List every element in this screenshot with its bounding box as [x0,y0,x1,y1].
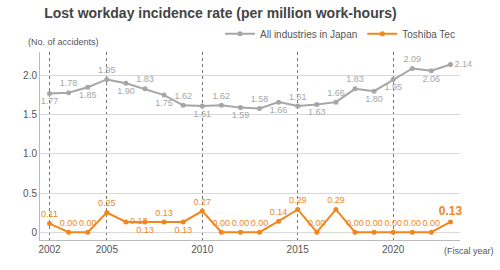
svg-text:1.0: 1.0 [23,148,37,159]
svg-text:1.61: 1.61 [194,109,212,119]
svg-text:2010: 2010 [191,244,214,255]
svg-text:0.13: 0.13 [155,208,173,218]
svg-text:2.06: 2.06 [423,74,441,84]
svg-text:1.61: 1.61 [289,92,307,102]
svg-text:1.66: 1.66 [327,88,345,98]
svg-text:0.00: 0.00 [365,218,383,228]
svg-text:1.90: 1.90 [117,86,135,96]
svg-text:1.66: 1.66 [270,105,288,115]
svg-text:0.5: 0.5 [23,188,37,199]
svg-text:1.77: 1.77 [41,96,59,106]
svg-text:0.00: 0.00 [346,218,364,228]
svg-text:0.27: 0.27 [194,197,212,207]
svg-text:0.11: 0.11 [41,209,58,219]
svg-text:0.13: 0.13 [439,204,463,218]
svg-text:Toshiba Tec: Toshiba Tec [402,29,455,40]
svg-text:0.00: 0.00 [232,218,250,228]
svg-text:2020: 2020 [382,244,405,255]
svg-text:0.29: 0.29 [327,195,345,205]
svg-text:Lost workday incidence rate (p: Lost workday incidence rate (per million… [44,5,396,21]
svg-text:1.95: 1.95 [384,82,402,92]
svg-text:0.14: 0.14 [270,207,288,217]
svg-text:0.00: 0.00 [213,218,231,228]
svg-text:0.00: 0.00 [79,218,97,228]
svg-text:0.00: 0.00 [251,218,269,228]
svg-text:2.14: 2.14 [455,59,473,69]
svg-text:1.83: 1.83 [346,74,364,84]
svg-text:1.95: 1.95 [98,65,116,75]
svg-text:1.62: 1.62 [174,91,192,101]
svg-text:0.00: 0.00 [308,218,326,228]
svg-text:2.0: 2.0 [23,70,37,81]
svg-text:1.83: 1.83 [136,74,154,84]
svg-text:(No. of accidents): (No. of accidents) [28,37,99,47]
svg-text:(Fiscal year): (Fiscal year) [444,246,494,256]
svg-text:2002: 2002 [38,244,61,255]
svg-text:1.78: 1.78 [60,78,78,88]
svg-text:1.85: 1.85 [79,90,97,100]
svg-text:2015: 2015 [287,244,310,255]
svg-text:All industries in Japan: All industries in Japan [260,29,357,40]
svg-text:0: 0 [31,227,37,238]
svg-text:0.00: 0.00 [384,218,402,228]
svg-text:2005: 2005 [96,244,119,255]
svg-text:0.00: 0.00 [423,218,441,228]
svg-text:1.59: 1.59 [232,110,250,120]
svg-text:1.75: 1.75 [155,98,173,108]
svg-text:0.29: 0.29 [289,195,307,205]
svg-text:1.62: 1.62 [213,91,231,101]
svg-text:0.25: 0.25 [98,198,116,208]
svg-text:0.00: 0.00 [404,218,422,228]
svg-text:0.13: 0.13 [174,225,192,235]
svg-text:0.00: 0.00 [60,218,78,228]
svg-text:1.5: 1.5 [23,109,37,120]
svg-text:1.58: 1.58 [251,94,269,104]
svg-text:0.13: 0.13 [136,225,154,235]
svg-text:0.13: 0.13 [130,216,148,226]
svg-text:1.80: 1.80 [365,94,383,104]
svg-text:1.63: 1.63 [308,107,326,117]
svg-text:2.09: 2.09 [404,54,422,64]
